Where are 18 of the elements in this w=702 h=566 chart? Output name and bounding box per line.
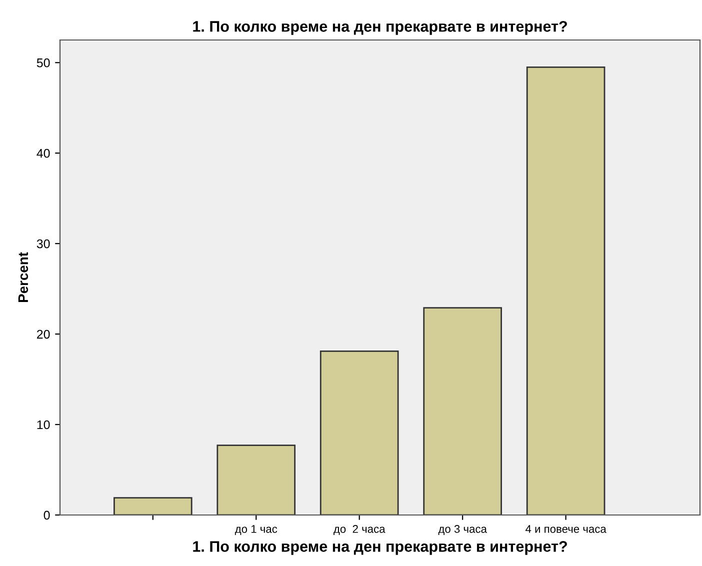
y-axis-title: Percent bbox=[18, 252, 28, 302]
x-axis-title: 1. По колко време на ден прекарвате в интернет? bbox=[193, 541, 567, 555]
y-tick-label: 50 bbox=[36, 58, 50, 68]
y-tick-label: 10 bbox=[37, 420, 50, 430]
chart-title: 1. По колко време на ден прекарвате в интернет? bbox=[193, 21, 567, 35]
x-tick-label: 4 и повече часа bbox=[526, 525, 606, 533]
x-tick-label: до 3 часа bbox=[438, 525, 487, 535]
bar bbox=[216, 444, 296, 515]
bar bbox=[114, 497, 192, 515]
bar bbox=[423, 307, 502, 515]
y-tick-label: 40 bbox=[36, 148, 50, 158]
y-tick-label: 30 bbox=[36, 239, 50, 248]
bar bbox=[320, 350, 399, 515]
x-tick-label: до 1 час bbox=[234, 525, 278, 535]
y-tick-label: 0 bbox=[44, 510, 50, 520]
bar bbox=[526, 66, 606, 515]
y-tick-label: 20 bbox=[37, 330, 50, 339]
x-tick-label: до 2 часа bbox=[334, 525, 386, 535]
